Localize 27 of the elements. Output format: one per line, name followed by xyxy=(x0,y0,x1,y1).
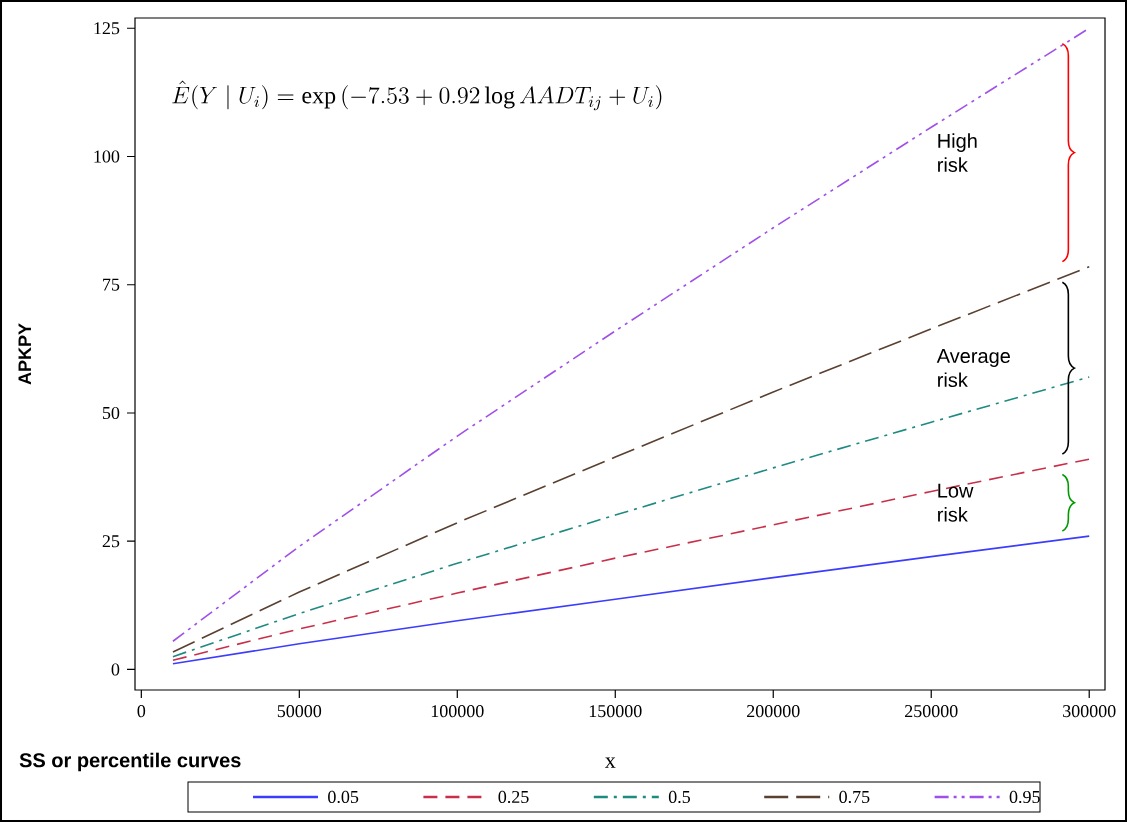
x-axis-title: x xyxy=(605,757,616,768)
legend-label: 0.25 xyxy=(498,790,529,804)
legend-title: SS or percentile curves xyxy=(19,752,241,772)
y-tick-label: 0 xyxy=(111,663,120,676)
line-series xyxy=(172,535,1091,665)
x-tick-label: 0 xyxy=(137,705,146,718)
x-tick-label: 250000 xyxy=(905,705,958,718)
annotation: $\hat{E}(Y\mid U_{i})=\exp\left(-7.53+0.92\log AADT_{ij}+U_{i}\right)$ xyxy=(172,80,662,111)
x-tick-label: 50000 xyxy=(277,705,322,718)
y-tick-label: 125 xyxy=(94,22,120,35)
x-tick-label: 100000 xyxy=(431,705,484,718)
annotation: Average risk xyxy=(936,349,1010,388)
x-tick-label: 300000 xyxy=(1063,705,1116,718)
y-tick-label: 50 xyxy=(102,406,120,420)
legend-label: 0.75 xyxy=(839,790,870,804)
y-axis-title: APKPY xyxy=(18,323,31,385)
line-series xyxy=(172,265,1091,653)
x-tick-label: 200000 xyxy=(747,705,800,718)
y-tick-label: 75 xyxy=(103,278,120,291)
y-tick-label: 100 xyxy=(94,150,120,163)
annotation: High risk xyxy=(938,133,977,172)
legend-label: 0.95 xyxy=(1009,790,1040,804)
legend-label: 0.5 xyxy=(668,790,691,804)
annotation: Low risk xyxy=(938,483,974,522)
x-tick-label: 150000 xyxy=(589,705,642,718)
y-tick-label: 25 xyxy=(102,535,120,548)
legend-label: 0.05 xyxy=(328,790,359,804)
